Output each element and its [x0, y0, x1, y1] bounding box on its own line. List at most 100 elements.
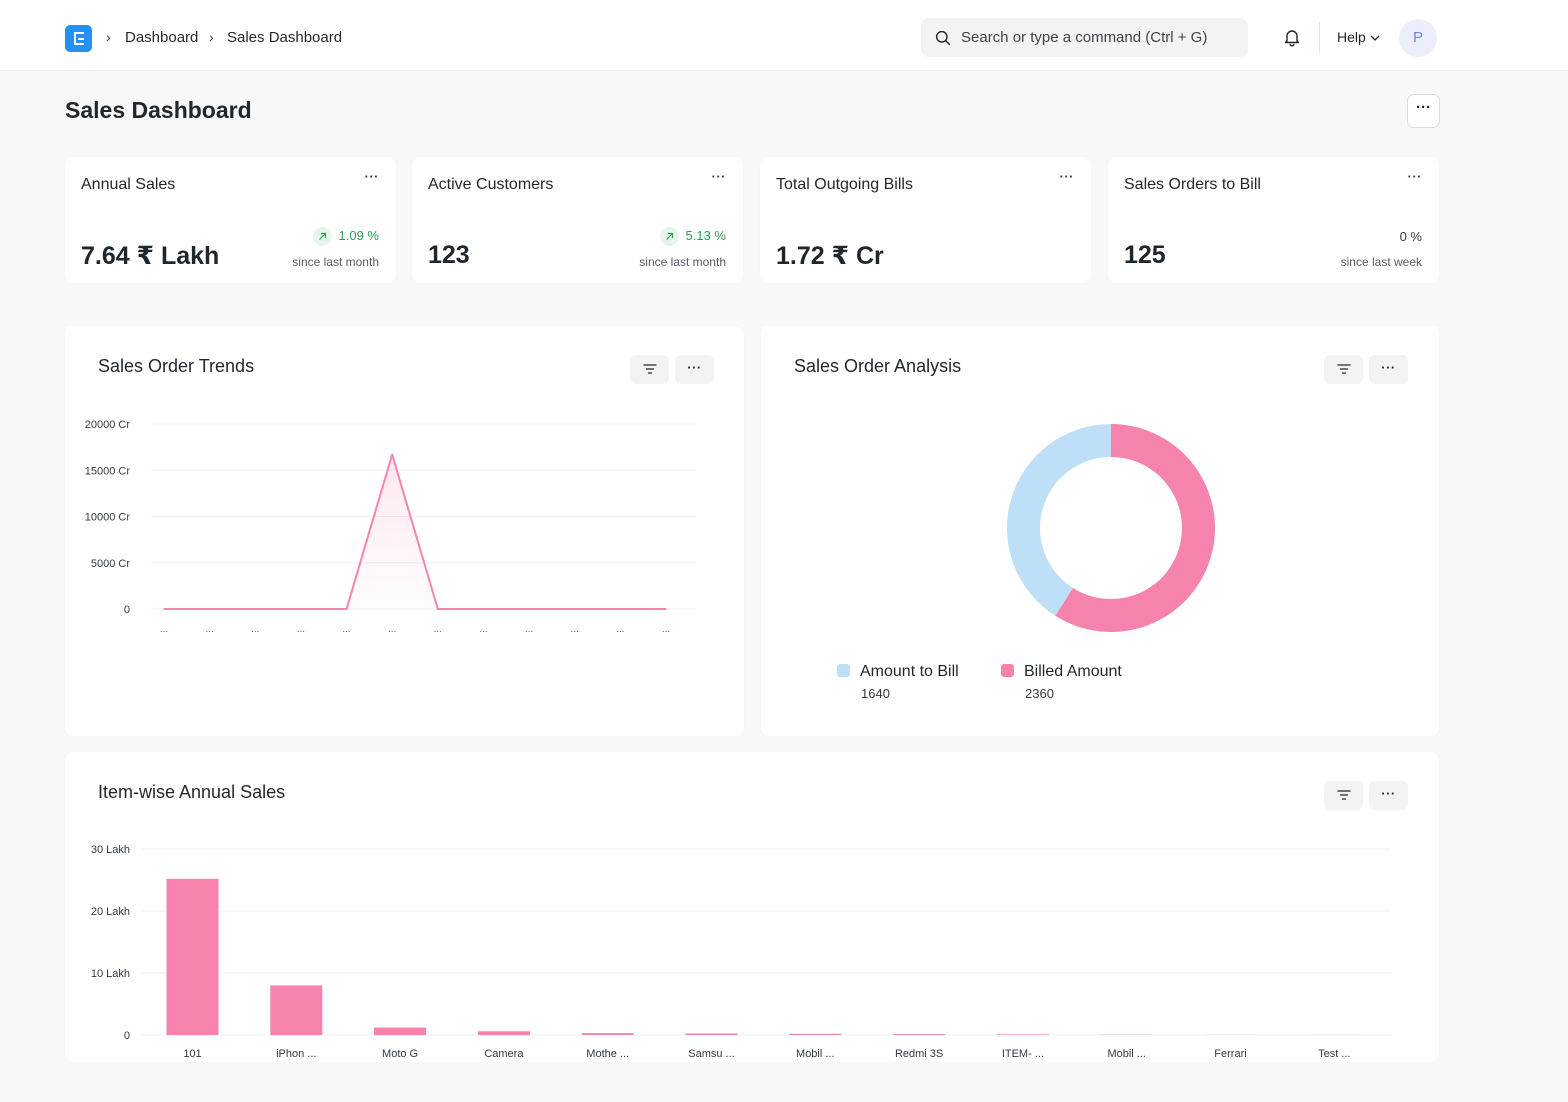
legend-swatch — [837, 664, 850, 677]
x-tick-label: Samsu ... — [688, 1048, 734, 1060]
chart-card-sales-order-analysis: Sales Order Analysis ··· Amount to Bill … — [761, 326, 1439, 736]
chart-menu-button[interactable]: ··· — [675, 355, 714, 384]
navbar: › Dashboard › Sales Dashboard Help P — [0, 0, 1568, 71]
number-card-active-customers: Active Customers ··· 123 5.13 % since la… — [412, 157, 743, 283]
number-card-since: since last month — [639, 255, 726, 269]
x-tick-label: Mothe ... — [586, 1048, 629, 1060]
arrow-up-right-icon — [659, 227, 679, 246]
filter-icon — [642, 364, 657, 374]
number-card-title: Total Outgoing Bills — [776, 176, 913, 193]
breadcrumb-dashboard[interactable]: Dashboard — [125, 29, 199, 46]
page-title: Sales Dashboard — [65, 97, 252, 123]
chevron-right-icon: › — [106, 29, 111, 45]
legend-label: Amount to Bill — [860, 663, 959, 680]
help-dropdown[interactable]: Help — [1337, 29, 1380, 45]
bar — [166, 878, 219, 1035]
y-tick-label: 0 — [124, 604, 130, 616]
bar — [893, 1034, 946, 1035]
number-card-change: 5.13 % — [659, 227, 726, 246]
bar — [789, 1033, 842, 1035]
number-card-since: since last month — [292, 255, 379, 269]
chart-title: Sales Order Analysis — [794, 356, 962, 376]
x-tick-label: Mobil ... — [796, 1048, 835, 1060]
line-chart: 0 5000 Cr 10000 Cr 15000 Cr 20000 Cr........… — [85, 419, 696, 635]
card-menu-button[interactable]: ··· — [1059, 169, 1074, 184]
donut-chart — [1006, 424, 1215, 632]
x-tick-label: Redmi 3S — [895, 1048, 943, 1060]
data-point — [208, 608, 211, 610]
donut-slice — [1055, 424, 1215, 632]
card-menu-button[interactable]: ··· — [1407, 169, 1422, 184]
legend-label: Billed Amount — [1024, 663, 1122, 680]
series-line — [164, 453, 666, 610]
chart-card-item-wise-annual-sales: Item-wise Annual Sales ··· 0 10 Lakh 20 La… — [65, 752, 1439, 1062]
page-menu-button[interactable]: ··· — [1407, 94, 1440, 128]
filter-icon — [1336, 364, 1351, 374]
x-tick-label: Test ... — [1318, 1048, 1350, 1060]
y-tick-label: 10 Lakh — [91, 968, 130, 980]
y-tick-label: 20 Lakh — [91, 906, 130, 918]
x-tick-label: ... — [616, 624, 624, 635]
y-tick-label: 15000 Cr — [85, 465, 131, 477]
card-menu-button[interactable]: ··· — [364, 169, 379, 184]
number-card-title: Sales Orders to Bill — [1124, 176, 1261, 193]
chart-title: Item-wise Annual Sales — [98, 782, 286, 802]
data-point — [300, 608, 302, 610]
chart-menu-button[interactable]: ··· — [1369, 355, 1408, 384]
x-tick-label: iPhon ... — [276, 1048, 316, 1060]
x-tick-label: ... — [160, 624, 168, 635]
bar — [477, 1031, 530, 1035]
bar — [374, 1027, 427, 1035]
number-card-value: 1.72 ₹ Cr — [776, 242, 884, 270]
app-logo[interactable] — [65, 25, 92, 52]
number-card-value: 7.64 ₹ Lakh — [81, 242, 220, 270]
legend-item-billed-amount: Billed Amount 2360 — [1001, 663, 1122, 701]
legend-item-amount-to-bill: Amount to Bill 1640 — [837, 663, 959, 701]
search-input[interactable] — [961, 18, 1241, 57]
legend-value: 2360 — [1025, 686, 1054, 701]
bar — [996, 1034, 1049, 1035]
y-tick-label: 20000 Cr — [85, 419, 131, 431]
bar — [685, 1033, 738, 1035]
legend-swatch — [1001, 664, 1014, 677]
help-label: Help — [1337, 29, 1366, 45]
number-card-annual-sales: Annual Sales ··· 7.64 ₹ Lakh 1.09 % sinc… — [65, 157, 396, 283]
data-point — [437, 608, 439, 610]
number-card-total-outgoing-bills: Total Outgoing Bills ··· 1.72 ₹ Cr — [760, 157, 1091, 283]
x-tick-label: ... — [479, 624, 487, 635]
data-point — [528, 608, 530, 610]
bar — [581, 1033, 634, 1035]
chart-title: Sales Order Trends — [98, 356, 255, 376]
chart-filter-button[interactable] — [630, 355, 669, 384]
y-tick-label: 0 — [124, 1030, 130, 1042]
line-area — [164, 454, 666, 609]
number-card-sales-orders-to-bill: Sales Orders to Bill ··· 125 0 % since l… — [1108, 157, 1439, 283]
search-icon — [935, 30, 951, 46]
data-point — [573, 608, 576, 610]
number-card-change: 1.09 % — [312, 227, 379, 246]
breadcrumb-sales-dashboard[interactable]: Sales Dashboard — [227, 29, 343, 46]
x-tick-label: Moto G — [382, 1048, 418, 1060]
number-card-since: since last week — [1340, 255, 1422, 269]
search-bar[interactable] — [921, 18, 1248, 57]
data-point — [619, 608, 622, 610]
data-point — [391, 453, 393, 456]
x-tick-label: ... — [251, 624, 259, 635]
chart-menu-button[interactable]: ··· — [1369, 781, 1408, 810]
x-tick-label: ITEM- ... — [1002, 1048, 1044, 1060]
data-point — [345, 608, 348, 610]
nav-divider — [1319, 22, 1320, 54]
avatar[interactable]: P — [1399, 19, 1437, 57]
chart-filter-button[interactable] — [1324, 355, 1363, 384]
y-tick-label: 30 Lakh — [91, 844, 130, 856]
chart-card-sales-order-trends: Sales Order Trends ··· 0 5000 Cr 10000 Cr 1… — [65, 326, 744, 736]
number-card-value: 125 — [1124, 241, 1166, 269]
bar-chart: 0 10 Lakh 20 Lakh 30 Lakh 101 iPhon ... Moto G… — [91, 844, 1391, 1060]
number-card-value: 123 — [428, 241, 470, 269]
card-menu-button[interactable]: ··· — [711, 169, 726, 184]
chart-filter-button[interactable] — [1324, 781, 1363, 810]
filter-icon — [1336, 790, 1351, 800]
notification-bell-icon[interactable] — [1282, 27, 1302, 47]
chevron-down-icon — [1370, 35, 1380, 42]
x-tick-label: ... — [205, 624, 213, 635]
